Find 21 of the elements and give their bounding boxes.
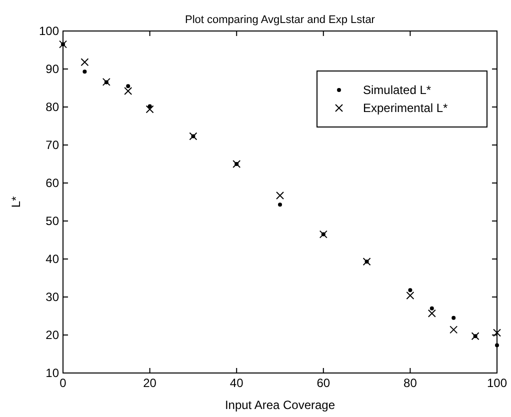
y-tick-label: 90 [46,62,60,76]
x-tick-label: 20 [143,376,157,390]
x-tick-label: 60 [316,376,330,390]
legend-label: Experimental L* [363,101,448,115]
y-tick-label: 40 [46,252,60,266]
y-tick-label: 20 [46,328,60,342]
y-tick-label: 100 [38,24,60,38]
x-tick-label: 80 [404,376,418,390]
y-tick-label: 50 [46,214,60,228]
y-tick-label: 70 [46,138,60,152]
y-tick-label: 10 [46,366,60,380]
y-tick-label: 30 [46,290,60,304]
x-tick-label: 100 [486,376,508,390]
x-tick-label: 40 [230,376,244,390]
x-tick-label: 0 [60,376,67,390]
y-tick-label: 80 [46,100,60,114]
x-axis-title: Input Area Coverage [224,398,336,412]
chart-title: Plot comparing AvgLstar and Exp Lstar [185,14,376,26]
y-tick-label: 60 [46,176,60,190]
y-axis-title: L* [9,196,23,208]
legend-label: Simulated L* [363,83,432,97]
